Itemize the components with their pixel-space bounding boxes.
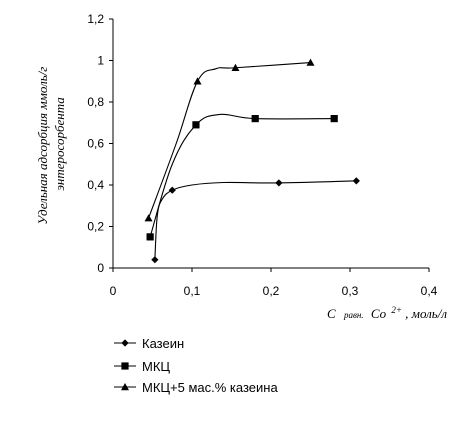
data-point bbox=[330, 115, 338, 123]
legend-marker bbox=[121, 339, 129, 347]
legend-item: МКЦ bbox=[114, 359, 170, 374]
x-tick-label: 0,4 bbox=[421, 284, 438, 298]
y-tick-label: 0,2 bbox=[87, 220, 104, 234]
x-tick-label: 0 bbox=[110, 284, 117, 298]
data-point bbox=[231, 63, 240, 71]
data-point bbox=[151, 256, 159, 264]
series-square bbox=[146, 113, 338, 241]
data-point bbox=[193, 77, 202, 85]
x-ticks: 0 0,1 0,2 0,3 0,4 bbox=[110, 268, 438, 298]
data-point bbox=[146, 233, 154, 241]
x-tick-label: 0,1 bbox=[184, 284, 201, 298]
data-point bbox=[306, 58, 315, 66]
y-tick-label: 0,8 bbox=[87, 95, 104, 109]
y-tick-label: 0,6 bbox=[87, 137, 104, 151]
data-point bbox=[275, 179, 283, 187]
series-group bbox=[144, 58, 360, 264]
data-point bbox=[352, 177, 360, 185]
x-tick-label: 0,2 bbox=[263, 284, 280, 298]
legend-marker bbox=[121, 362, 129, 370]
y-tick-label: 1,2 bbox=[87, 12, 104, 26]
legend-label: Казеин bbox=[142, 336, 184, 351]
x-axis-title-ion: Со bbox=[371, 306, 387, 321]
y-ticks: 0 0,2 0,4 0,6 0,8 1 1,2 bbox=[87, 12, 113, 275]
series-diamond bbox=[151, 177, 360, 264]
x-axis-title-charge: 2+ bbox=[391, 305, 402, 315]
data-point bbox=[168, 186, 176, 194]
y-axis-title: Удельная адсорбция ммоль/г энтеросорбент… bbox=[35, 63, 67, 224]
x-axis-title-unit: , моль/л bbox=[405, 306, 447, 321]
y-tick-label: 0 bbox=[97, 261, 104, 275]
y-tick-label: 0,4 bbox=[87, 178, 104, 192]
legend-label: МКЦ bbox=[142, 359, 170, 374]
y-tick-label: 1 bbox=[97, 54, 104, 68]
legend-label: МКЦ+5 мас.% казеина bbox=[142, 380, 278, 395]
x-axis-title-prefix: С bbox=[327, 306, 336, 321]
data-point bbox=[251, 115, 259, 123]
legend-marker bbox=[121, 383, 129, 391]
data-point bbox=[144, 214, 153, 222]
x-axis-title: С равн. Со 2+ , моль/л bbox=[327, 301, 447, 321]
data-point bbox=[192, 121, 200, 129]
series-line bbox=[148, 62, 311, 219]
series-triangle bbox=[144, 58, 315, 222]
y-axis-title-line-1: Удельная адсорбция ммоль/г bbox=[35, 67, 50, 225]
legend: Казеин МКЦ МКЦ+5 мас.% казеина bbox=[114, 336, 278, 395]
series-line bbox=[149, 113, 335, 238]
series-line bbox=[154, 180, 357, 260]
legend-item: МКЦ+5 мас.% казеина bbox=[114, 380, 278, 395]
x-axis-title-subscript: равн. bbox=[343, 310, 364, 320]
x-tick-label: 0,3 bbox=[342, 284, 359, 298]
legend-item: Казеин bbox=[114, 336, 184, 351]
y-axis-title-line-2: энтеросорбента bbox=[52, 97, 67, 191]
axes bbox=[112, 19, 429, 269]
